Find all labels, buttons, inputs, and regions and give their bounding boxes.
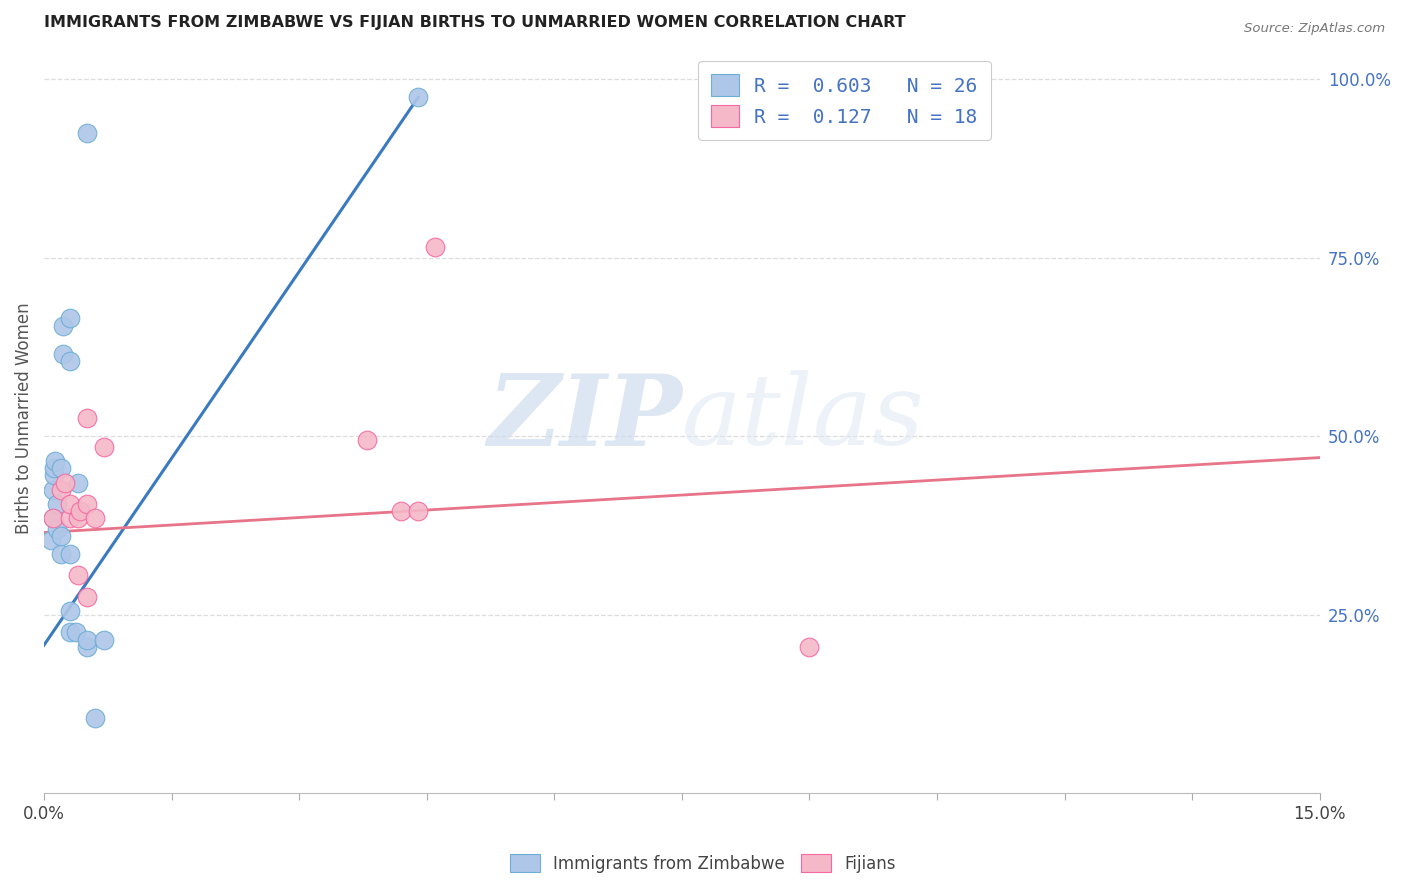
Point — [45, 522, 67, 536]
Y-axis label: Births to Unmarried Women: Births to Unmarried Women — [15, 302, 32, 534]
Point — [53, 475, 76, 490]
Point — [41, 483, 63, 497]
Point — [49, 461, 72, 475]
Legend: Immigrants from Zimbabwe, Fijians: Immigrants from Zimbabwe, Fijians — [503, 847, 903, 880]
Point — [425, 240, 447, 254]
Point — [41, 511, 63, 525]
Point — [356, 433, 378, 447]
Point — [59, 311, 82, 326]
Point — [59, 497, 82, 511]
Point — [59, 547, 82, 561]
Text: Source: ZipAtlas.com: Source: ZipAtlas.com — [1244, 22, 1385, 36]
Point — [44, 461, 66, 475]
Point — [45, 497, 67, 511]
Point — [93, 632, 115, 647]
Point — [67, 511, 90, 525]
Legend: R =  0.603   N = 26, R =  0.127   N = 18: R = 0.603 N = 26, R = 0.127 N = 18 — [697, 61, 991, 140]
Point — [44, 454, 66, 468]
Text: ZIP: ZIP — [486, 370, 682, 467]
Point — [41, 511, 63, 525]
Point — [76, 640, 98, 654]
Point — [65, 625, 87, 640]
Point — [76, 126, 98, 140]
Point — [76, 632, 98, 647]
Point — [39, 533, 62, 547]
Point — [84, 511, 107, 525]
Point — [49, 483, 72, 497]
Point — [52, 318, 75, 333]
Point — [44, 468, 66, 483]
Point — [49, 547, 72, 561]
Point — [59, 511, 82, 525]
Point — [69, 504, 91, 518]
Point — [52, 347, 75, 361]
Point — [49, 529, 72, 543]
Point — [76, 497, 98, 511]
Point — [406, 504, 429, 518]
Point — [59, 354, 82, 368]
Point — [76, 411, 98, 425]
Point — [406, 90, 429, 104]
Point — [67, 475, 90, 490]
Text: IMMIGRANTS FROM ZIMBABWE VS FIJIAN BIRTHS TO UNMARRIED WOMEN CORRELATION CHART: IMMIGRANTS FROM ZIMBABWE VS FIJIAN BIRTH… — [44, 15, 905, 30]
Point — [84, 711, 107, 725]
Point — [389, 504, 412, 518]
Point — [59, 625, 82, 640]
Point — [799, 640, 821, 654]
Point — [93, 440, 115, 454]
Text: atlas: atlas — [682, 371, 925, 466]
Point — [67, 568, 90, 582]
Point — [76, 590, 98, 604]
Point — [59, 604, 82, 618]
